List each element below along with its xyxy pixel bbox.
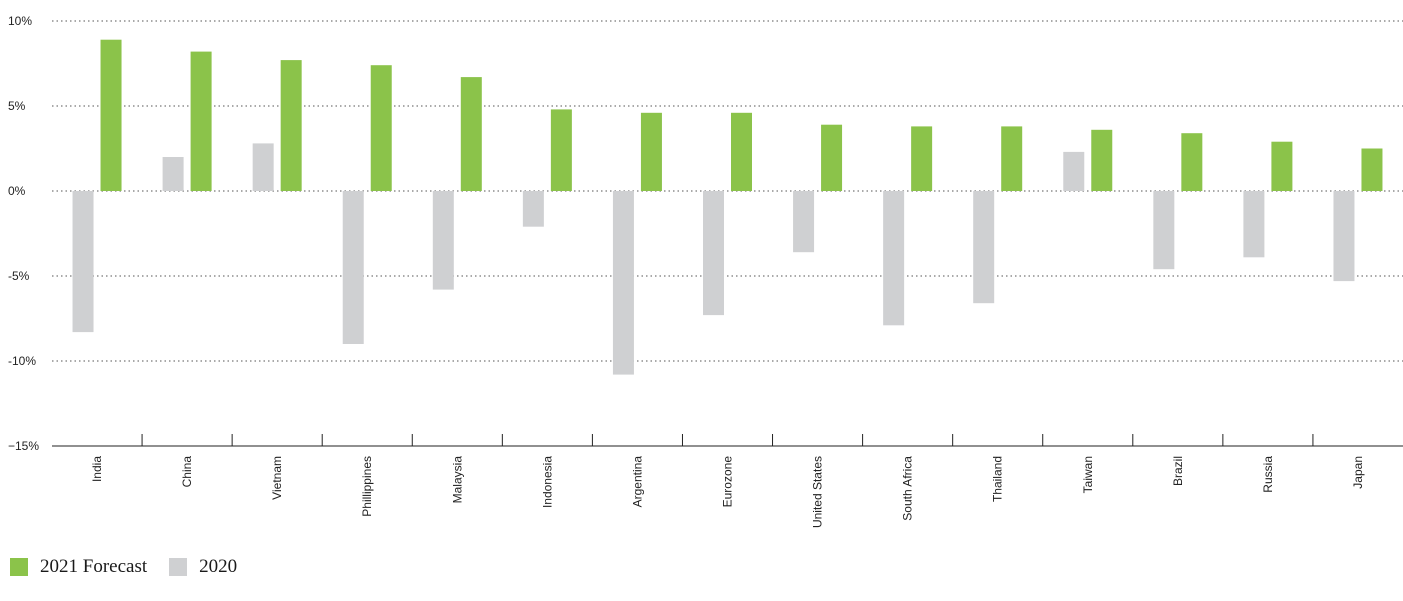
bar-2021-forecast-argentina bbox=[640, 112, 662, 191]
legend-swatch-2020 bbox=[169, 558, 188, 576]
bar-2020-brazil bbox=[1153, 191, 1175, 270]
bar-2020-japan bbox=[1333, 191, 1355, 282]
bar-2020-thailand bbox=[973, 191, 995, 304]
x-category-label: Indonesia bbox=[540, 456, 554, 508]
bar-2020-vietnam bbox=[252, 143, 274, 191]
bar-2021-forecast-indonesia bbox=[550, 109, 572, 191]
x-category-label: Russia bbox=[1261, 456, 1275, 493]
bar-2021-forecast-united-states bbox=[821, 124, 843, 191]
x-category-label: India bbox=[90, 456, 104, 482]
bar-2021-forecast-malaysia bbox=[460, 77, 482, 191]
y-axis-ticks: 10% 5% 0% -5% -10% −15% bbox=[8, 14, 39, 453]
bar-2021-forecast-india bbox=[100, 39, 122, 192]
y-tick-label: −15% bbox=[8, 439, 39, 453]
bar-2021-forecast-thailand bbox=[1001, 126, 1023, 191]
x-category-label: Argentina bbox=[630, 456, 644, 508]
grid-lines bbox=[52, 20, 1403, 362]
legend-item-2020: 2020 bbox=[169, 556, 237, 578]
bar-2021-forecast-russia bbox=[1271, 141, 1293, 191]
x-category-label: China bbox=[180, 456, 194, 488]
x-category-label: Phillippines bbox=[360, 456, 374, 517]
legend-label: 2021 Forecast bbox=[40, 556, 148, 577]
bar-2021-forecast-china bbox=[190, 51, 212, 191]
x-category-label: Brazil bbox=[1171, 456, 1185, 486]
bar-2021-forecast-phillippines bbox=[370, 65, 392, 191]
y-tick-label: 0% bbox=[8, 184, 26, 198]
bar-2021-forecast-south-africa bbox=[911, 126, 933, 191]
bar-2020-malaysia bbox=[432, 191, 454, 290]
bar-2021-forecast-brazil bbox=[1181, 133, 1203, 191]
legend-label: 2020 bbox=[199, 556, 238, 577]
legend-item-2021-forecast: 2021 Forecast bbox=[10, 556, 147, 578]
bars bbox=[72, 39, 1383, 375]
bar-2020-argentina bbox=[612, 191, 634, 375]
y-tick-label: -5% bbox=[8, 269, 30, 283]
bar-2021-forecast-japan bbox=[1361, 148, 1383, 191]
bar-2020-eurozone bbox=[703, 191, 724, 316]
legend: 2021 Forecast 2020 bbox=[10, 556, 259, 578]
x-category-label: United States bbox=[811, 456, 825, 528]
bar-2020-taiwan bbox=[1063, 151, 1085, 191]
bar-2021-forecast-vietnam bbox=[280, 60, 302, 191]
bar-chart: 10% 5% 0% -5% -10% −15% India China Vietnam Phil… bbox=[8, 14, 1403, 528]
legend-swatch-2021-forecast bbox=[10, 558, 28, 576]
bar-2020-china bbox=[162, 157, 184, 191]
x-category-label: South Africa bbox=[901, 456, 915, 521]
bar-2020-india bbox=[72, 191, 94, 333]
bar-2020-phillippines bbox=[342, 191, 364, 344]
x-category-label: Malaysia bbox=[450, 456, 464, 504]
bar-2021-forecast-eurozone bbox=[731, 112, 752, 191]
x-category-label: Vietnam bbox=[270, 456, 284, 500]
bar-2020-indonesia bbox=[522, 191, 544, 227]
y-tick-label: 5% bbox=[8, 99, 26, 113]
y-tick-label: 10% bbox=[8, 14, 32, 28]
bar-2020-united-states bbox=[793, 191, 815, 253]
y-tick-label: -10% bbox=[8, 354, 36, 368]
x-category-label: Taiwan bbox=[1081, 456, 1095, 493]
bar-2020-russia bbox=[1243, 191, 1265, 258]
x-category-label: Eurozone bbox=[721, 456, 735, 508]
x-category-label: Japan bbox=[1351, 456, 1365, 489]
x-axis bbox=[52, 434, 1403, 447]
bar-2020-south-africa bbox=[883, 191, 905, 326]
bar-2021-forecast-taiwan bbox=[1091, 129, 1113, 191]
x-axis-labels: India China Vietnam Phillippines Malaysia Ind… bbox=[90, 456, 1365, 528]
x-category-label: Thailand bbox=[991, 456, 1005, 502]
